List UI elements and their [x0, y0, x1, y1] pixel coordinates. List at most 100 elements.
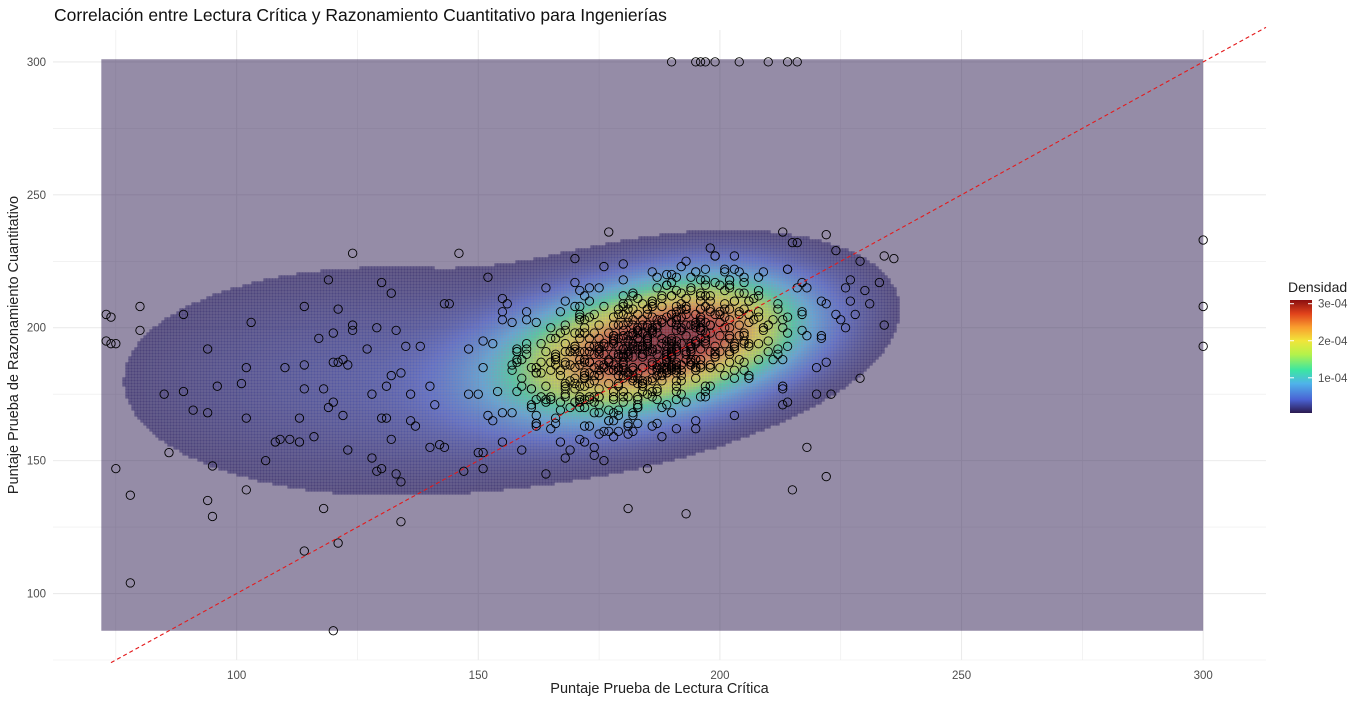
density-cell [215, 371, 219, 375]
density-cell [332, 392, 336, 396]
density-cell [248, 458, 252, 462]
density-cell [341, 479, 345, 483]
density-cell [281, 371, 285, 375]
density-cell [320, 371, 324, 375]
density-cell [176, 368, 180, 372]
density-cell [362, 416, 366, 420]
density-cell [365, 401, 369, 405]
density-cell [251, 293, 255, 297]
density-cell [335, 428, 339, 432]
density-cell [245, 284, 249, 288]
density-cell [191, 365, 195, 369]
density-cell [260, 422, 264, 426]
density-cell [329, 437, 333, 441]
density-cell [368, 266, 372, 270]
density-cell [272, 371, 276, 375]
density-cell [347, 410, 351, 414]
density-cell [227, 296, 231, 300]
density-cell [179, 443, 183, 447]
density-cell [236, 293, 240, 297]
density-cell [269, 359, 273, 363]
density-cell [302, 413, 306, 417]
density-cell [356, 470, 360, 474]
density-cell [266, 368, 270, 372]
density-cell [230, 335, 234, 339]
density-cell [329, 311, 333, 315]
density-cell [221, 296, 225, 300]
density-cell [239, 413, 243, 417]
density-cell [260, 293, 264, 297]
density-cell [206, 314, 210, 318]
density-cell [134, 389, 138, 393]
density-cell [371, 281, 375, 285]
density-cell [269, 296, 273, 300]
density-cell [275, 482, 279, 486]
density-cell [302, 368, 306, 372]
density-cell [176, 404, 180, 408]
density-cell [239, 329, 243, 333]
density-cell [353, 290, 357, 294]
density-cell [356, 401, 360, 405]
density-cell [356, 404, 360, 408]
density-cell [245, 341, 249, 345]
density-cell [182, 359, 186, 363]
density-cell [320, 269, 324, 273]
density-cell [338, 461, 342, 465]
density-cell [164, 326, 168, 330]
density-cell [209, 371, 213, 375]
density-cell [227, 386, 231, 390]
density-cell [206, 425, 210, 429]
density-cell [158, 407, 162, 411]
density-cell [185, 440, 189, 444]
density-cell [281, 386, 285, 390]
density-cell [314, 446, 318, 450]
density-cell [233, 362, 237, 366]
density-cell [371, 401, 375, 405]
density-cell [242, 407, 246, 411]
density-cell [170, 341, 174, 345]
density-cell [236, 428, 240, 432]
density-cell [275, 293, 279, 297]
density-cell [305, 479, 309, 483]
density-cell [152, 362, 156, 366]
density-cell [299, 320, 303, 324]
density-cell [206, 371, 210, 375]
density-cell [254, 317, 258, 321]
density-cell [233, 299, 237, 303]
density-cell [188, 416, 192, 420]
density-cell [281, 473, 285, 477]
density-cell [215, 407, 219, 411]
density-cell [275, 407, 279, 411]
density-cell [263, 416, 267, 420]
density-cell [356, 269, 360, 273]
density-cell [200, 305, 204, 309]
density-cell [212, 317, 216, 321]
density-cell [275, 404, 279, 408]
density-cell [359, 428, 363, 432]
density-cell [326, 452, 330, 456]
density-cell [167, 440, 171, 444]
density-cell [263, 386, 267, 390]
density-cell [251, 398, 255, 402]
density-cell [344, 299, 348, 303]
density-cell [362, 404, 366, 408]
density-cell [242, 458, 246, 462]
density-cell [308, 425, 312, 429]
density-cell [302, 428, 306, 432]
density-cell [305, 296, 309, 300]
density-cell [305, 485, 309, 489]
density-cell [248, 296, 252, 300]
density-cell [374, 308, 378, 312]
density-cell [245, 305, 249, 309]
density-cell [188, 338, 192, 342]
density-cell [362, 332, 366, 336]
density-cell [371, 332, 375, 336]
density-cell [344, 350, 348, 354]
density-cell [284, 434, 288, 438]
density-cell [131, 350, 135, 354]
density-cell [305, 329, 309, 333]
density-cell [164, 392, 168, 396]
density-cell [356, 464, 360, 468]
density-cell [140, 353, 144, 357]
density-cell [326, 335, 330, 339]
